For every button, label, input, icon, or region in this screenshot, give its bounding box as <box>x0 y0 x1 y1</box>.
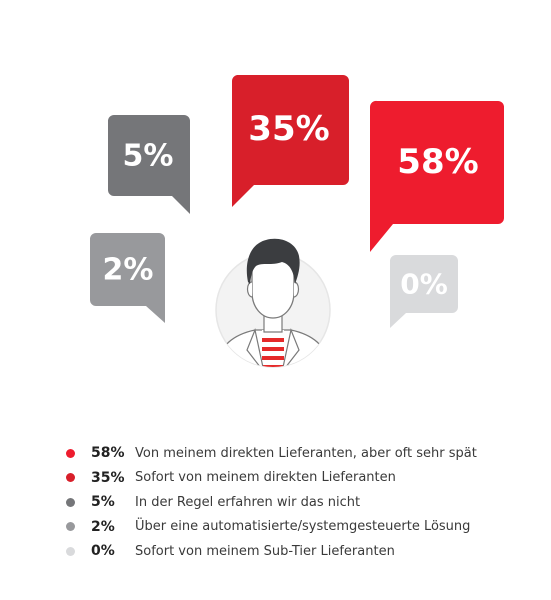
legend-percent-58: 58% <box>91 445 125 462</box>
legend-item-58: 58% Von meinem direkten Lieferanten, abe… <box>66 441 477 466</box>
bubble-2-percent: 2% <box>90 233 165 323</box>
bubble-35-percent: 35% <box>231 75 349 207</box>
legend-dot-0 <box>66 546 75 556</box>
person-avatar-icon <box>215 238 331 368</box>
legend-percent-35: 35% <box>91 469 125 486</box>
legend-item-2: 2% Über eine automatisierte/systemgesteu… <box>66 515 477 540</box>
bubble-0-label: 0% <box>400 268 448 301</box>
legend-percent-2: 2% <box>91 518 115 535</box>
legend-percent-0: 0% <box>91 543 115 560</box>
bubble-0-percent: 0% <box>390 255 458 328</box>
legend-text-2: Über eine automatisierte/systemgesteuert… <box>135 519 471 535</box>
legend-text-0: Sofort von meinem Sub-Tier Lieferanten <box>135 543 395 559</box>
legend-dot-58 <box>66 448 75 458</box>
legend-item-35: 35% Sofort von meinem direkten Lieferant… <box>66 466 477 491</box>
bubble-2-label: 2% <box>103 253 154 288</box>
legend-text-5: In der Regel erfahren wir das nicht <box>135 494 361 510</box>
legend-dot-2 <box>66 522 75 532</box>
legend-dot-5 <box>66 497 75 507</box>
legend-item-0: 0% Sofort von meinem Sub-Tier Lieferante… <box>66 539 477 564</box>
legend-item-5: 5% In der Regel erfahren wir das nicht <box>66 490 477 515</box>
legend-text-58: Von meinem direkten Lieferanten, aber of… <box>135 445 477 461</box>
legend-percent-5: 5% <box>91 494 115 511</box>
legend-text-35: Sofort von meinem direkten Lieferanten <box>135 470 396 486</box>
bubble-58-label: 58% <box>397 142 478 182</box>
legend-dot-35 <box>66 473 75 483</box>
bubble-35-label: 35% <box>248 109 329 149</box>
bubble-58-percent: 58% <box>369 100 504 252</box>
bubble-5-label: 5% <box>123 139 174 174</box>
bubble-5-percent: 5% <box>108 115 190 214</box>
legend: 58% Von meinem direkten Lieferanten, abe… <box>66 441 477 564</box>
